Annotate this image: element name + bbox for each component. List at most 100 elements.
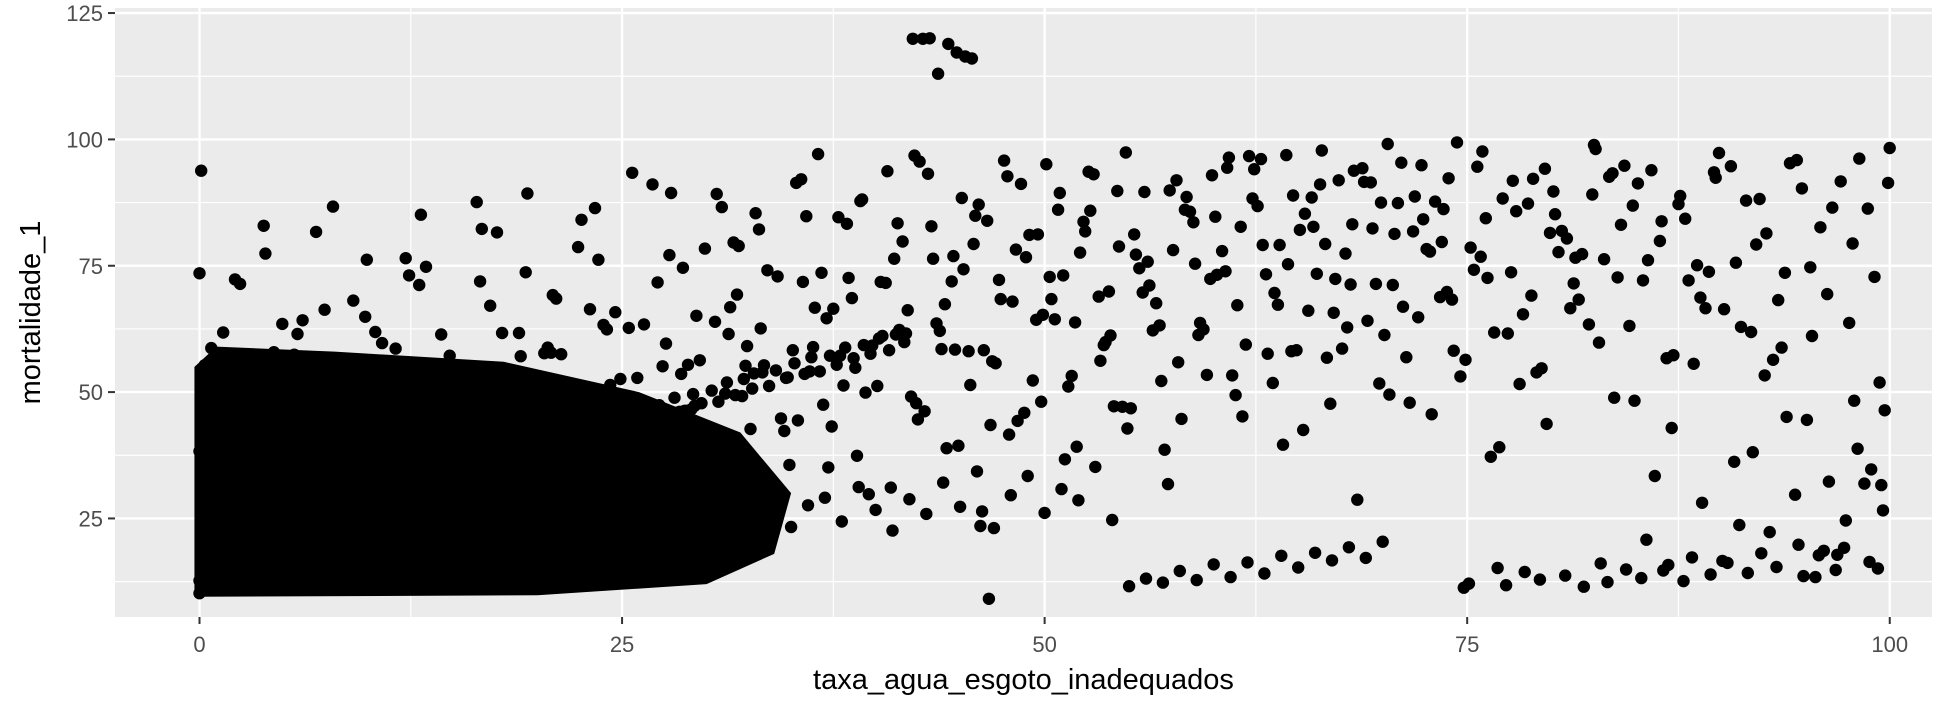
data-point: [952, 440, 964, 452]
x-tick-label: 100: [1871, 632, 1908, 657]
data-point: [198, 544, 210, 556]
data-point: [1797, 570, 1809, 582]
data-point: [318, 304, 330, 316]
data-point: [281, 509, 293, 521]
data-point: [406, 408, 418, 420]
data-point: [1324, 398, 1336, 410]
data-point: [1544, 227, 1556, 239]
data-point: [1358, 176, 1370, 188]
data-point: [768, 485, 780, 497]
data-point: [207, 531, 219, 543]
data-point: [903, 493, 915, 505]
data-point: [1645, 164, 1657, 176]
data-point: [881, 165, 893, 177]
data-point: [1527, 173, 1539, 185]
data-point: [1329, 273, 1341, 285]
data-point: [197, 398, 209, 410]
data-point: [1835, 175, 1847, 187]
data-point: [342, 457, 354, 469]
data-point: [1035, 396, 1047, 408]
data-point: [924, 32, 936, 44]
data-point: [853, 481, 865, 493]
data-point: [209, 425, 221, 437]
data-point: [293, 438, 305, 450]
data-point: [200, 513, 212, 525]
data-point: [927, 253, 939, 265]
data-point: [1262, 348, 1274, 360]
data-point: [1201, 369, 1213, 381]
data-point: [1130, 248, 1142, 260]
data-point: [885, 481, 897, 493]
data-point: [1853, 152, 1865, 164]
data-point: [1674, 190, 1686, 202]
data-point: [231, 525, 243, 537]
data-point: [1343, 541, 1355, 553]
data-point: [859, 386, 871, 398]
data-point: [269, 398, 281, 410]
data-point: [1632, 177, 1644, 189]
data-point: [1823, 475, 1835, 487]
y-tick-label: 125: [66, 1, 103, 26]
data-point: [1361, 315, 1373, 327]
data-point: [1838, 542, 1850, 554]
data-point: [1282, 258, 1294, 270]
data-point: [1780, 411, 1792, 423]
data-point: [1224, 571, 1236, 583]
data-point: [1268, 287, 1280, 299]
data-point: [1703, 266, 1715, 278]
data-point: [635, 443, 647, 455]
data-point: [1725, 160, 1737, 172]
data-point: [521, 187, 533, 199]
data-point: [1299, 208, 1311, 220]
data-point: [1272, 299, 1284, 311]
data-point: [604, 379, 616, 391]
data-point: [902, 304, 914, 316]
data-point: [1395, 157, 1407, 169]
data-point: [1120, 146, 1132, 158]
data-point: [1113, 240, 1125, 252]
data-point: [1642, 254, 1654, 266]
data-point: [842, 272, 854, 284]
data-point: [780, 372, 792, 384]
data-point: [354, 541, 366, 553]
data-point: [802, 499, 814, 511]
data-point: [236, 551, 248, 563]
data-point: [389, 342, 401, 354]
data-point: [1306, 191, 1318, 203]
data-point: [1779, 267, 1791, 279]
data-point: [1314, 178, 1326, 190]
data-point: [198, 359, 210, 371]
data-point: [699, 242, 711, 254]
data-point: [290, 518, 302, 530]
data-point: [493, 458, 505, 470]
data-point: [1297, 424, 1309, 436]
data-point: [347, 294, 359, 306]
data-point: [1038, 507, 1050, 519]
data-point: [1006, 295, 1018, 307]
data-point: [1699, 302, 1711, 314]
data-point: [626, 167, 638, 179]
data-point: [195, 530, 207, 542]
data-point: [1662, 559, 1674, 571]
data-point: [1884, 142, 1896, 154]
data-point: [1321, 352, 1333, 364]
data-point: [667, 513, 679, 525]
data-point: [1635, 572, 1647, 584]
data-point: [1704, 568, 1716, 580]
data-point: [515, 350, 527, 362]
data-point: [875, 276, 887, 288]
data-point: [1275, 550, 1287, 562]
data-point: [339, 409, 351, 421]
data-point: [1564, 302, 1576, 314]
data-point: [694, 354, 706, 366]
data-point: [812, 148, 824, 160]
data-point: [596, 428, 608, 440]
data-point: [555, 348, 567, 360]
data-point: [547, 289, 559, 301]
data-point: [1348, 165, 1360, 177]
data-point: [1055, 483, 1067, 495]
data-point: [1375, 196, 1387, 208]
data-point: [788, 357, 800, 369]
data-point: [957, 263, 969, 275]
data-point: [822, 461, 834, 473]
